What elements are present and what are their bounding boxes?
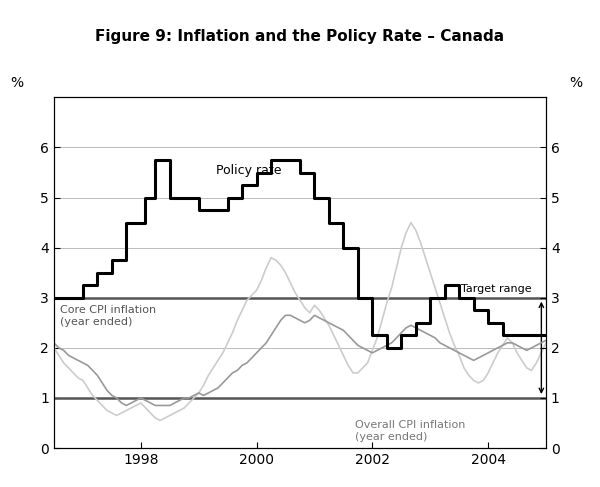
Text: Figure 9: Inflation and the Policy Rate – Canada: Figure 9: Inflation and the Policy Rate …: [95, 29, 505, 44]
Text: Overall CPI inflation
(year ended): Overall CPI inflation (year ended): [355, 420, 466, 442]
Text: %: %: [11, 76, 23, 91]
Text: %: %: [569, 76, 582, 91]
Text: Policy rate: Policy rate: [216, 164, 281, 176]
Text: Core CPI inflation
(year ended): Core CPI inflation (year ended): [60, 305, 156, 327]
Text: Target range: Target range: [461, 284, 532, 294]
